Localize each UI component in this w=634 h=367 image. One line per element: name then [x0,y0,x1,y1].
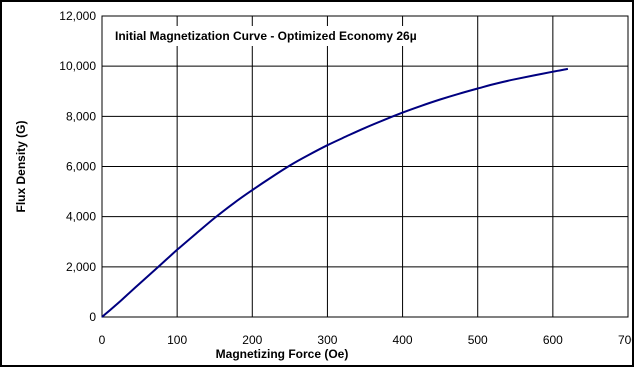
x-tick-label: 400 [393,333,413,347]
plot-area [101,15,629,318]
y-tick-label: 6,000 [66,160,96,174]
grid-lines [101,15,629,318]
x-tick-label: 300 [317,333,337,347]
y-tick-label: 4,000 [66,210,96,224]
x-tick-label: 500 [468,333,488,347]
chart-title-background [111,26,421,46]
y-tick-label: 12,000 [59,9,96,23]
x-axis-title: Magnetizing Force (Oe) [216,347,349,361]
x-tick-label: 0 [99,333,106,347]
x-tick-labels: 0 100 200 300 400 500 600 700 [99,333,634,347]
x-tick-label: 600 [543,333,563,347]
x-tick-label: 200 [242,333,262,347]
y-tick-label: 8,000 [66,109,96,123]
y-tick-label: 2,000 [66,260,96,274]
y-axis-title: Flux Density (G) [14,120,28,212]
y-tick-label: 10,000 [59,59,96,73]
chart-title: Initial Magnetization Curve - Optimized … [115,29,417,43]
x-tick-label: 100 [167,333,187,347]
y-tick-labels: 0 2,000 4,000 6,000 8,000 10,000 12,000 [59,9,96,324]
y-tick-label: 0 [89,310,96,324]
x-tick-label: 700 [618,333,634,347]
series-line-flux-density [101,67,569,318]
